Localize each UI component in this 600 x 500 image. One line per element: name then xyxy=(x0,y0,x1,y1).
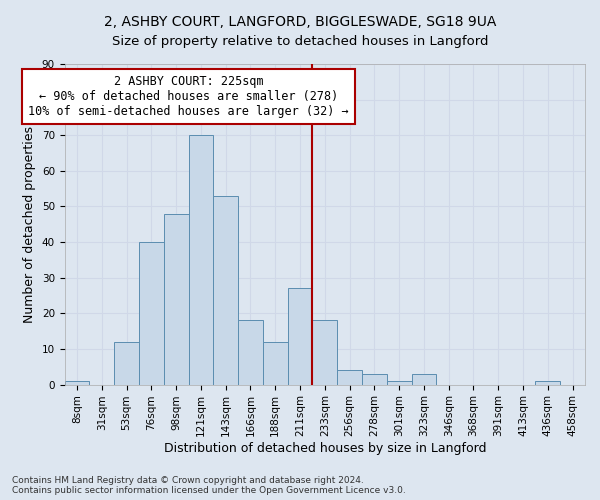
X-axis label: Distribution of detached houses by size in Langford: Distribution of detached houses by size … xyxy=(164,442,486,455)
Bar xyxy=(387,381,412,384)
Bar xyxy=(164,214,188,384)
Text: Size of property relative to detached houses in Langford: Size of property relative to detached ho… xyxy=(112,35,488,48)
Bar xyxy=(139,242,164,384)
Bar xyxy=(65,381,89,384)
Bar xyxy=(213,196,238,384)
Bar xyxy=(114,342,139,384)
Bar xyxy=(263,342,287,384)
Bar xyxy=(188,135,213,384)
Bar xyxy=(238,320,263,384)
Text: 2 ASHBY COURT: 225sqm
← 90% of detached houses are smaller (278)
10% of semi-det: 2 ASHBY COURT: 225sqm ← 90% of detached … xyxy=(28,74,349,118)
Bar xyxy=(337,370,362,384)
Y-axis label: Number of detached properties: Number of detached properties xyxy=(23,126,36,323)
Bar xyxy=(412,374,436,384)
Text: 2, ASHBY COURT, LANGFORD, BIGGLESWADE, SG18 9UA: 2, ASHBY COURT, LANGFORD, BIGGLESWADE, S… xyxy=(104,15,496,29)
Bar xyxy=(535,381,560,384)
Text: Contains HM Land Registry data © Crown copyright and database right 2024.
Contai: Contains HM Land Registry data © Crown c… xyxy=(12,476,406,495)
Bar xyxy=(287,288,313,384)
Bar xyxy=(362,374,387,384)
Bar xyxy=(313,320,337,384)
